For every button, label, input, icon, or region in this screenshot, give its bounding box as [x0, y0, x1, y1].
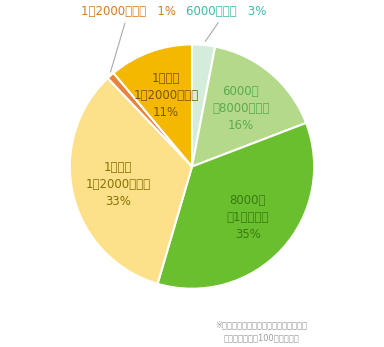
- Wedge shape: [108, 73, 192, 167]
- Text: 1万円〜
1万2000円未満
11%: 1万円〜 1万2000円未満 11%: [134, 72, 199, 119]
- Text: 1万円〜
1万2000円未満
33%: 1万円〜 1万2000円未満 33%: [86, 161, 151, 208]
- Wedge shape: [192, 46, 306, 167]
- Text: 6000円
〜8000円未満
16%: 6000円 〜8000円未満 16%: [212, 85, 270, 132]
- Wedge shape: [192, 44, 215, 167]
- Wedge shape: [114, 44, 192, 167]
- Text: ※小数点以下を四捨五入しているため、
必ずしも合計が100にならない: ※小数点以下を四捨五入しているため、 必ずしも合計が100にならない: [215, 321, 307, 342]
- Wedge shape: [157, 123, 314, 289]
- Text: 6000円未満   3%: 6000円未満 3%: [186, 5, 266, 41]
- Text: 1万2000円以上   1%: 1万2000円以上 1%: [81, 5, 176, 72]
- Wedge shape: [70, 78, 192, 284]
- Text: 8000円
〜1万円未満
35%: 8000円 〜1万円未満 35%: [227, 194, 269, 242]
